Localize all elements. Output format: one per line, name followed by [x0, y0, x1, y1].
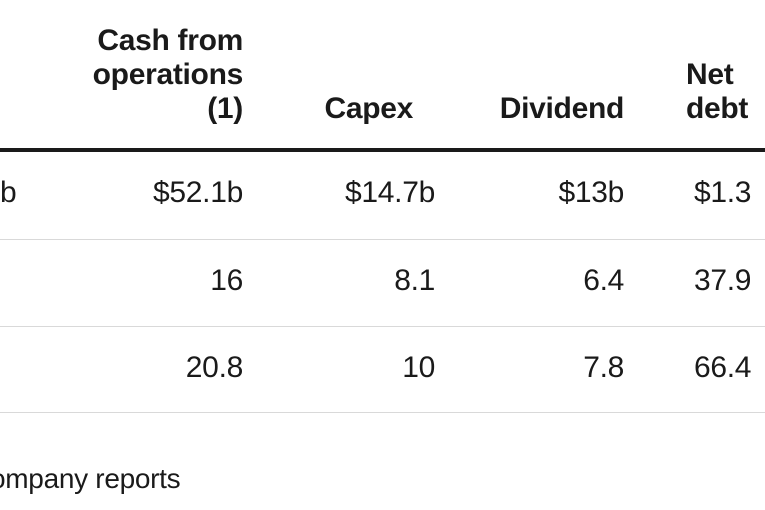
table-cell: 66.4 — [694, 351, 752, 384]
table-cell: $13b — [558, 176, 624, 209]
column-header-line: operations — [92, 58, 244, 91]
column-header-dividend: Dividend — [499, 92, 625, 125]
table-cell: 7.8 — [583, 351, 624, 384]
table-cell: 20.8 — [185, 351, 244, 384]
column-header-line: Cash from — [97, 24, 243, 57]
table-cell: $1.3 — [694, 176, 752, 209]
column-header-capex: Capex — [324, 92, 413, 125]
column-header-line: (1) — [207, 92, 243, 125]
column-header-line: Net — [686, 58, 734, 91]
table-cell: $14.7b — [345, 176, 435, 209]
table-cell: b — [0, 176, 17, 209]
column-header-net-debt: Net debt — [686, 58, 748, 126]
source-note: ompany reports — [0, 463, 181, 494]
header-rule — [0, 148, 765, 152]
row-divider — [0, 412, 765, 413]
table-cell: $52.1b — [153, 176, 243, 209]
table-cell: 10 — [402, 351, 435, 384]
row-divider — [0, 326, 765, 327]
table-cell: 8.1 — [394, 264, 435, 297]
table-cell: 37.9 — [694, 264, 752, 297]
financial-table: Cash from operations (1) Capex Dividend … — [0, 24, 765, 413]
table-cell: 6.4 — [583, 264, 624, 297]
row-divider — [0, 239, 765, 240]
column-header-cash-from-operations: Cash from operations (1) — [92, 24, 244, 126]
table-cell: 16 — [210, 264, 243, 297]
column-header-line: debt — [686, 92, 749, 125]
